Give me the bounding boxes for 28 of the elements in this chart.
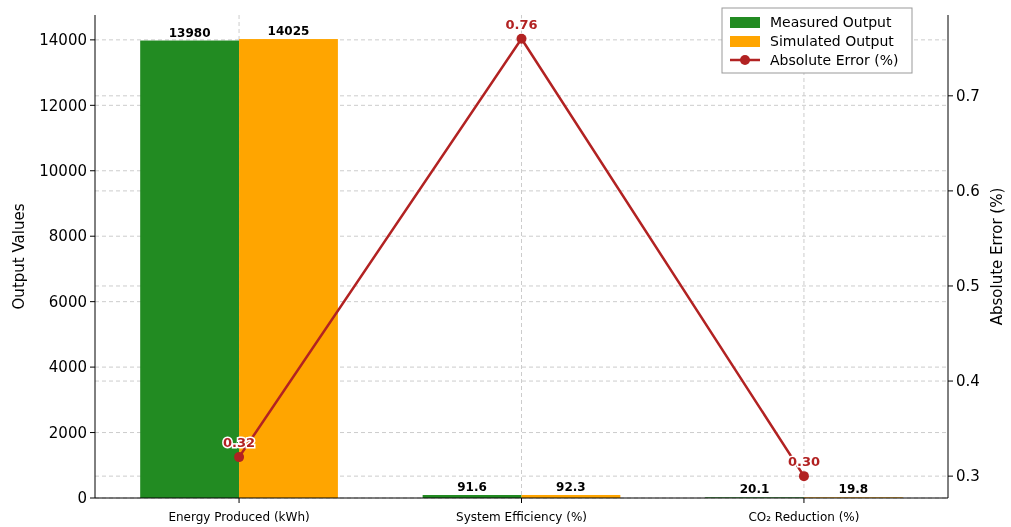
y-axis-title: Output Values [10,203,28,310]
data-label: 92.3 [556,479,586,494]
legend-label: Absolute Error (%) [770,51,899,68]
y-tick-label: 4000 [48,358,87,377]
y-tick-label: 2000 [48,423,87,442]
data-label: 19.8 [838,482,869,497]
y2-tick-label: 0.4 [956,372,980,391]
y-tick-label: 10000 [39,162,87,181]
y2-tick-label: 0.5 [956,277,980,296]
y2-tick-label: 0.6 [956,182,980,201]
x-tick-label: System Efficiency (%) [456,510,587,524]
data-label: 14025 [267,24,310,39]
y2-tick-label: 0.3 [956,467,980,486]
legend-label: Simulated Output [770,32,895,49]
data-label: 20.1 [739,482,770,497]
x-tick-label: CO₂ Reduction (%) [748,510,860,524]
data-label: 91.6 [457,480,487,494]
data-label: 13980 [168,25,211,40]
x-tick-label: Energy Produced (kWh) [168,510,310,524]
y-tick-label: 12000 [39,96,87,115]
y2-axis-title: Absolute Error (%) [988,187,1006,326]
y-tick-label: 6000 [48,292,87,311]
y-tick-label: 0 [77,489,87,508]
data-label: 0.76 [505,16,538,32]
y-tick-label: 8000 [48,227,87,246]
legend-label: Measured Output [770,13,892,30]
y-tick-label: 14000 [39,31,87,50]
y2-tick-label: 0.7 [956,87,980,106]
